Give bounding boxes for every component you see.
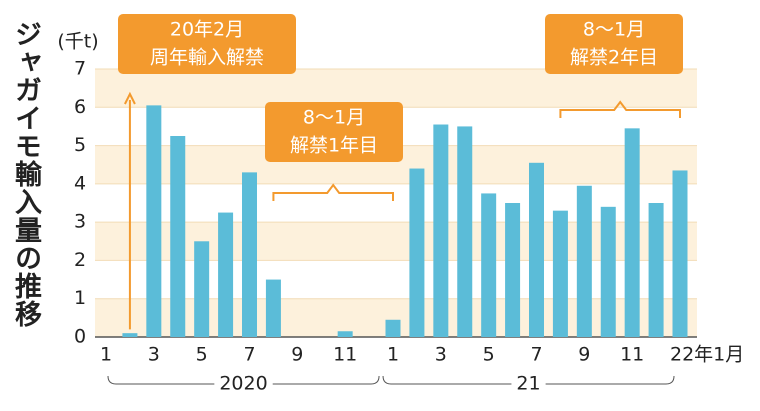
bar — [265, 279, 281, 337]
x-tick-label: 7 — [243, 344, 255, 366]
bar — [576, 185, 592, 337]
y-tick-label: 2 — [74, 249, 86, 271]
bar — [648, 203, 664, 337]
bar — [242, 172, 257, 337]
bar — [481, 193, 497, 337]
year-label-bg — [214, 380, 273, 388]
bar — [457, 126, 473, 337]
bar — [433, 124, 449, 337]
x-tick-label: 22年1月 — [670, 344, 744, 366]
bar — [218, 212, 234, 337]
x-tick-label: 9 — [291, 344, 303, 366]
bar — [170, 136, 186, 337]
annotation-text: 解禁2年目 — [570, 47, 658, 69]
y-tick-label: 0 — [74, 326, 86, 348]
annotation-text: 8～1月 — [303, 107, 365, 129]
bar — [337, 331, 353, 337]
y-tick-label: 3 — [74, 211, 86, 233]
bar — [146, 105, 162, 337]
stripe — [95, 69, 697, 108]
x-tick-label: 5 — [483, 344, 495, 366]
x-tick-label: 7 — [530, 344, 542, 366]
x-tick-label: 3 — [435, 344, 447, 366]
x-tick-label: 3 — [148, 344, 160, 366]
year-label-bg — [511, 380, 546, 388]
y-tick-label: 1 — [74, 287, 86, 309]
x-tick-label: 1 — [387, 344, 399, 366]
x-tick-label: 9 — [578, 344, 590, 366]
annotation-text: 8～1月 — [583, 19, 645, 41]
bar — [409, 168, 425, 337]
annotation-box — [118, 14, 296, 74]
bar — [385, 319, 401, 337]
unit-label: (千t) — [57, 31, 98, 53]
annotation-box — [545, 14, 683, 74]
annotation-text: 20年2月 — [170, 19, 244, 41]
annotation-text: 周年輸入解禁 — [150, 47, 264, 69]
annotation-box — [265, 102, 403, 162]
x-tick-label: 1 — [100, 344, 112, 366]
x-tick-label: 11 — [620, 344, 644, 366]
x-tick-label: 5 — [196, 344, 208, 366]
year-label: 2020 — [219, 373, 267, 395]
bar — [529, 162, 544, 337]
year-label: 21 — [516, 373, 540, 395]
bar — [552, 210, 568, 337]
bar — [122, 333, 138, 337]
y-tick-label: 4 — [74, 172, 86, 194]
chart-title: ジャガイモ輸入量の推移 — [10, 20, 41, 328]
x-tick-label: 11 — [333, 344, 357, 366]
bar — [672, 170, 688, 337]
arrow-head — [124, 91, 136, 105]
bar — [600, 206, 616, 337]
annotation-text: 解禁1年目 — [290, 135, 378, 157]
bar — [194, 241, 210, 337]
y-tick-label: 7 — [74, 58, 86, 80]
period-bracket — [272, 183, 394, 201]
y-tick-label: 5 — [74, 134, 86, 156]
bar — [505, 203, 521, 337]
y-tick-label: 6 — [74, 96, 86, 118]
bar — [624, 128, 640, 337]
period-bracket — [559, 100, 681, 118]
